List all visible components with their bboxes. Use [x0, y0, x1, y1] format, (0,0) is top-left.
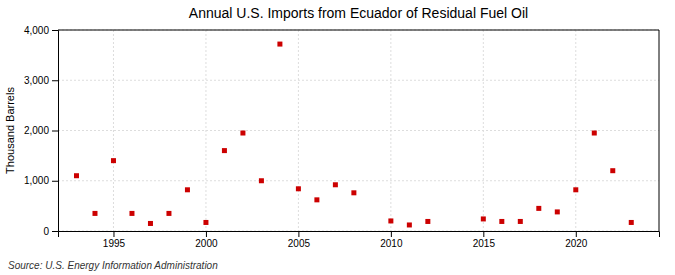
y-axis-title: Thousand Barrels [4, 87, 16, 174]
source: Source: U.S. Energy Information Administ… [8, 260, 218, 271]
point [388, 218, 393, 223]
point [148, 221, 153, 226]
tick-label: 2010 [380, 238, 403, 249]
axis-line [59, 232, 660, 238]
tick: 2020 [565, 231, 588, 249]
point [536, 206, 541, 211]
point [518, 219, 523, 224]
plot: 1995 2000 2005 2010 2015 2020 0 1,000 2,000 3,000… [24, 25, 660, 249]
point [296, 186, 301, 191]
point [610, 168, 615, 173]
tick-label: 0 [43, 226, 49, 237]
tick: 3,000 [24, 75, 58, 86]
tick-mark [483, 231, 484, 237]
tick-label: 2020 [565, 238, 588, 249]
point [259, 178, 264, 183]
point [111, 158, 116, 163]
point [92, 211, 97, 216]
tick-mark [206, 231, 207, 237]
tick-mark [52, 181, 58, 182]
frame [659, 30, 660, 231]
point [129, 211, 134, 216]
tick: 1995 [103, 231, 126, 249]
point [592, 131, 597, 136]
tick: 2,000 [24, 125, 58, 136]
tick-mark [52, 30, 58, 31]
tick-label: 2,000 [24, 125, 49, 136]
chart: 1995 2000 2005 2010 2015 2020 0 1,000 2,000 3,000… [0, 0, 675, 275]
point [481, 216, 486, 221]
grid-line [113, 30, 114, 231]
tick: 2010 [380, 231, 403, 249]
point [629, 220, 634, 225]
tick-mark [391, 231, 392, 237]
point [74, 173, 79, 178]
point [573, 187, 578, 192]
point [407, 222, 412, 227]
point [277, 42, 282, 47]
tick-label: 4,000 [24, 25, 49, 36]
tick: 2015 [473, 231, 496, 249]
tick-label: 1,000 [24, 175, 49, 186]
tick-mark [52, 80, 58, 81]
tick-mark [298, 231, 299, 237]
grid-line [58, 180, 659, 181]
y-axis: 0 1,000 2,000 3,000 4,000 [24, 25, 59, 237]
grid [58, 30, 659, 231]
tick-mark [52, 231, 58, 232]
grid-line [58, 30, 659, 31]
point [555, 209, 560, 214]
point [166, 211, 171, 216]
point [203, 220, 208, 225]
point [314, 197, 319, 202]
point [333, 182, 338, 187]
x-axis: 1995 2000 2005 2010 2015 2020 [59, 231, 660, 249]
point [222, 148, 227, 153]
tick-label: 1995 [103, 238, 126, 249]
tick-label: 2005 [288, 238, 311, 249]
tick-label: 2000 [195, 238, 218, 249]
grid-line [58, 80, 659, 81]
point [425, 219, 430, 224]
tick: 1,000 [24, 175, 58, 186]
grid-line [58, 130, 659, 131]
tick-label: 3,000 [24, 75, 49, 86]
tick: 4,000 [24, 25, 58, 36]
frame [58, 30, 659, 31]
tick-label: 2015 [473, 238, 496, 249]
tick: 0 [43, 226, 58, 237]
tick-mark [576, 231, 577, 237]
tick: 2005 [288, 231, 311, 249]
point [240, 131, 245, 136]
point [499, 219, 504, 224]
title: Annual U.S. Imports from Ecuador of Resi… [189, 5, 528, 21]
tick-mark [113, 231, 114, 237]
tick: 2000 [195, 231, 218, 249]
axis-line [52, 31, 59, 232]
marks [74, 42, 634, 228]
tick-mark [52, 131, 58, 132]
point [185, 187, 190, 192]
point [351, 190, 356, 195]
